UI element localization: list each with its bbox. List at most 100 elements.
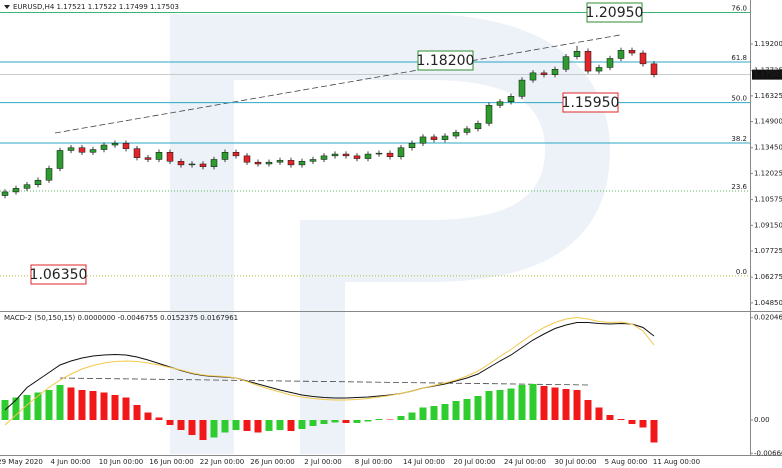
x-tick-label: 22 Jun 00:00 — [200, 458, 244, 466]
x-tick-label: 16 Jun 00:00 — [149, 458, 193, 466]
histogram-bar — [386, 419, 394, 420]
fib-label: 23.6 — [731, 183, 747, 191]
candle-body — [573, 50, 581, 57]
histogram-bar — [496, 390, 504, 420]
candle-body — [265, 161, 273, 165]
histogram-bar — [628, 420, 636, 424]
candle-body — [518, 79, 526, 97]
histogram-bar — [67, 387, 75, 420]
candle-body — [584, 50, 592, 72]
histogram-bar — [617, 419, 625, 420]
annotation-box — [562, 92, 619, 113]
candle-body — [386, 152, 394, 158]
y-tick-label: 1.19200 — [754, 40, 782, 48]
histogram-bar — [133, 405, 141, 420]
histogram-bar — [474, 396, 482, 420]
histogram-bar — [408, 412, 416, 420]
macd-line — [4, 322, 655, 411]
histogram-bar — [342, 420, 350, 423]
candle-body — [100, 144, 108, 150]
annotation-text: 1.06350 — [30, 267, 88, 283]
histogram-bar — [243, 420, 251, 431]
x-tick-label: 5 Aug 00:00 — [605, 458, 648, 466]
candle-body — [606, 58, 614, 68]
histogram-bar — [111, 395, 119, 420]
histogram-bar — [507, 388, 515, 420]
histogram-bar — [463, 399, 471, 420]
candle-body — [320, 155, 328, 160]
histogram-bar — [89, 391, 97, 420]
histogram-bar — [364, 420, 372, 422]
histogram-bar — [265, 420, 273, 431]
candle-body — [12, 188, 20, 193]
histogram-bar — [353, 420, 361, 423]
candle-body — [463, 128, 471, 133]
candle-body — [122, 142, 130, 149]
histogram-bar — [155, 417, 163, 420]
y-tick-label: 1.16325 — [754, 92, 782, 100]
macd-title: MACD-2 (50,150,15) 0.0000000 -0.0046755 … — [4, 314, 238, 322]
chart-title: EURUSD,H4 1.17521 1.17522 1.17499 1.1750… — [13, 3, 179, 11]
x-tick-label: 10 Jun 00:00 — [99, 458, 143, 466]
candle-body — [34, 179, 42, 185]
histogram-bar — [320, 420, 328, 424]
candle-body — [496, 101, 504, 106]
candle-body — [210, 159, 218, 167]
histogram-bar — [595, 407, 603, 420]
candle-body — [144, 157, 152, 160]
x-tick-label: 8 Jul 00:00 — [355, 458, 393, 466]
candle-body — [298, 161, 306, 166]
annotation-text: 1.15950 — [562, 95, 620, 111]
candle-body — [166, 152, 174, 162]
annotation-text: 1.18200 — [417, 53, 475, 69]
candle-body — [529, 72, 537, 81]
candle-body — [331, 153, 339, 157]
candle-body — [155, 152, 163, 160]
candle-body — [408, 142, 416, 148]
y-tick-label: 1.13450 — [754, 144, 782, 152]
candle-body — [67, 147, 75, 151]
candle-body — [595, 67, 603, 72]
histogram-bar — [573, 390, 581, 420]
candle-body — [452, 132, 460, 137]
fib-label: 38.2 — [731, 135, 747, 143]
y-tick-label: 1.10575 — [754, 196, 782, 204]
y-tick-label: 1.14900 — [754, 118, 782, 126]
candle-body — [639, 52, 647, 65]
fib-label: 0.0 — [736, 268, 747, 276]
candle-body — [221, 152, 229, 160]
y-tick-label: 0.0204604 — [754, 314, 782, 322]
candle-body — [232, 152, 240, 157]
macd-line — [4, 316, 655, 426]
histogram-bar — [100, 392, 108, 420]
candle-body — [78, 147, 86, 153]
candle-body — [199, 163, 207, 167]
candle-body — [188, 163, 196, 166]
histogram-bar — [45, 390, 53, 420]
candle-body — [562, 56, 570, 70]
x-tick-label: 30 Jul 00:00 — [555, 458, 597, 466]
histogram-bar — [551, 387, 559, 420]
watermark — [170, 14, 610, 454]
histogram-bar — [298, 420, 306, 429]
annotation-text: 1.20950 — [586, 5, 644, 21]
histogram-bar — [144, 412, 152, 420]
histogram-bar — [562, 389, 570, 420]
histogram-bar — [221, 420, 229, 433]
histogram-bar — [584, 400, 592, 420]
current-price-box — [752, 69, 782, 80]
histogram-bar — [177, 420, 185, 430]
candle-body — [45, 168, 53, 181]
candle-body — [353, 155, 361, 159]
x-tick-label: 11 Aug 00:00 — [653, 458, 700, 466]
histogram-bar — [375, 419, 383, 420]
candle-body — [628, 50, 636, 54]
candle-body — [397, 147, 405, 158]
fib-label: 61.8 — [731, 54, 747, 62]
candle-body — [276, 160, 284, 163]
histogram-bar — [419, 407, 427, 420]
y-tick-label: 1.04850 — [754, 299, 782, 307]
histogram-bar — [56, 385, 64, 420]
candle-body — [430, 136, 438, 140]
